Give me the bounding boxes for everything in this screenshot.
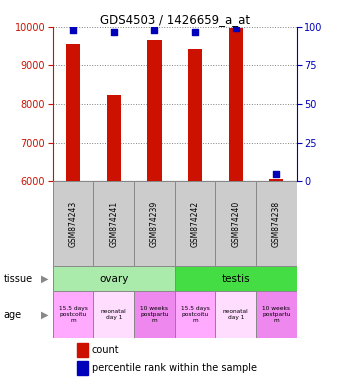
Bar — [216, 291, 256, 338]
Text: neonatal
day 1: neonatal day 1 — [101, 309, 127, 320]
Point — [233, 25, 238, 31]
Bar — [228, 28, 243, 181]
Bar — [66, 44, 80, 181]
Bar — [134, 181, 175, 266]
Text: 10 weeks
postpartu
m: 10 weeks postpartu m — [262, 306, 291, 323]
Bar — [175, 266, 297, 291]
Text: ▶: ▶ — [41, 274, 48, 284]
Bar — [53, 291, 93, 338]
Text: ▶: ▶ — [41, 310, 48, 319]
Bar — [175, 291, 216, 338]
Text: GSM874243: GSM874243 — [69, 201, 78, 247]
Point — [273, 170, 279, 177]
Text: GSM874241: GSM874241 — [109, 201, 118, 247]
Text: ovary: ovary — [99, 274, 129, 284]
Text: GSM874242: GSM874242 — [191, 201, 199, 247]
Text: testis: testis — [221, 274, 250, 284]
Bar — [256, 291, 297, 338]
Bar — [134, 291, 175, 338]
Bar — [269, 179, 283, 181]
Text: 15.5 days
postcoitu
m: 15.5 days postcoitu m — [181, 306, 209, 323]
Text: 10 weeks
postpartu
m: 10 weeks postpartu m — [140, 306, 169, 323]
Text: GSM874238: GSM874238 — [272, 201, 281, 247]
Point — [111, 28, 117, 35]
Title: GDS4503 / 1426659_a_at: GDS4503 / 1426659_a_at — [100, 13, 250, 26]
Bar — [77, 343, 88, 357]
Bar — [77, 361, 88, 375]
Bar — [107, 95, 121, 181]
Bar — [216, 181, 256, 266]
Bar — [256, 181, 297, 266]
Text: neonatal
day 1: neonatal day 1 — [223, 309, 249, 320]
Text: 15.5 days
postcoitu
m: 15.5 days postcoitu m — [59, 306, 88, 323]
Bar — [188, 49, 202, 181]
Text: tissue: tissue — [3, 274, 32, 284]
Bar — [147, 40, 162, 181]
Point — [71, 27, 76, 33]
Text: count: count — [92, 345, 119, 355]
Bar — [53, 266, 175, 291]
Bar — [175, 181, 216, 266]
Bar — [93, 181, 134, 266]
Bar — [93, 291, 134, 338]
Point — [192, 28, 198, 35]
Text: percentile rank within the sample: percentile rank within the sample — [92, 363, 257, 373]
Text: GSM874239: GSM874239 — [150, 201, 159, 247]
Bar — [53, 181, 93, 266]
Text: GSM874240: GSM874240 — [231, 201, 240, 247]
Point — [152, 27, 157, 33]
Text: age: age — [3, 310, 21, 319]
